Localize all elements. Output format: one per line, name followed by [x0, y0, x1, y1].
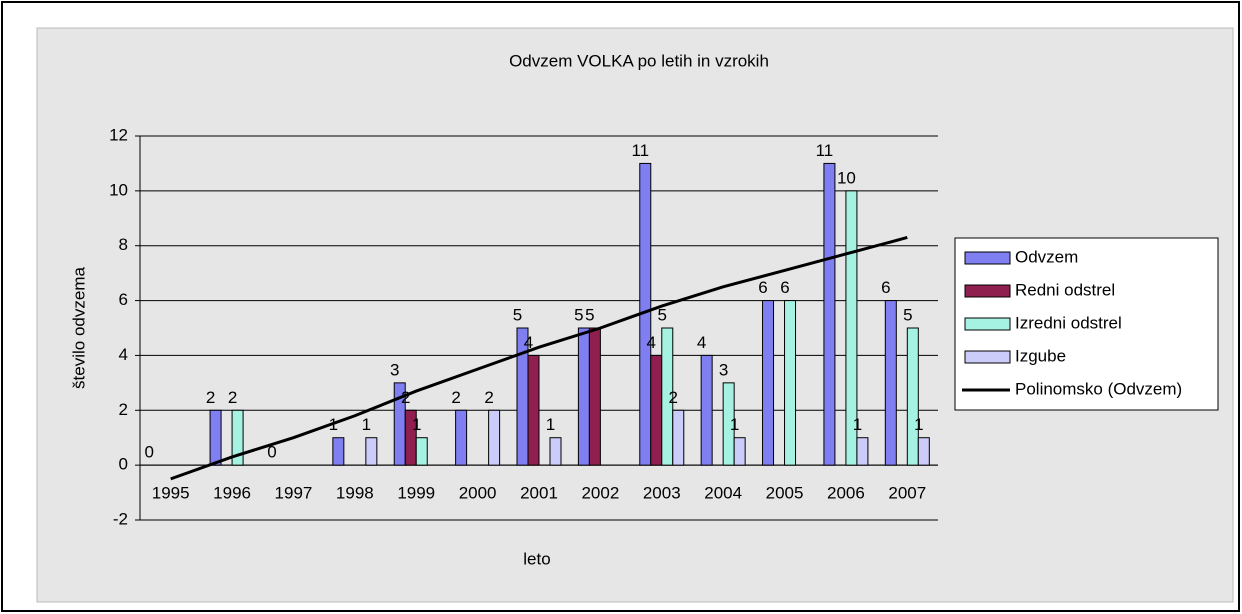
data-label: 0: [267, 443, 276, 462]
y-tick-label: -2: [113, 509, 128, 528]
data-label: 6: [881, 278, 890, 297]
bar: [762, 300, 775, 466]
bar: [415, 437, 428, 466]
bar: [588, 327, 601, 466]
x-tick-label: 2004: [704, 484, 742, 503]
data-label: 1: [546, 415, 555, 434]
legend-label: Izredni odstrel: [1015, 313, 1122, 332]
data-label: 1: [362, 415, 371, 434]
data-label: 0: [144, 443, 153, 462]
bar: [917, 437, 930, 466]
x-tick-label: 2006: [827, 484, 865, 503]
bar: [365, 437, 378, 466]
x-tick-label: 2005: [766, 484, 804, 503]
data-label: 2: [669, 388, 678, 407]
x-tick-label: 2003: [643, 484, 681, 503]
bar: [549, 437, 562, 466]
bar: [488, 409, 501, 466]
data-label: 4: [647, 333, 656, 352]
chart-title: Odvzem VOLKA po letih in vzrokih: [509, 51, 769, 70]
bar: [856, 437, 869, 466]
x-tick-label: 1998: [336, 484, 374, 503]
y-tick-label: 12: [109, 125, 128, 144]
bar: [733, 437, 746, 466]
legend-swatch: [964, 284, 1011, 298]
data-label: 5: [903, 305, 912, 324]
data-label: 1: [914, 415, 923, 434]
data-label: 1: [412, 415, 421, 434]
x-tick-label: 1995: [152, 484, 190, 503]
bar: [332, 437, 345, 466]
legend-label: Odvzem: [1015, 247, 1078, 266]
y-tick-label: 4: [119, 345, 128, 364]
data-label: 5: [574, 305, 583, 324]
data-label: 4: [697, 333, 706, 352]
legend-label: Redni odstrel: [1015, 280, 1115, 299]
x-tick-label: 1999: [397, 484, 435, 503]
y-axis-title: število odvzema: [69, 267, 88, 389]
bar: [650, 354, 663, 466]
bar: [231, 409, 244, 466]
bar: [527, 354, 540, 466]
data-label: 11: [631, 141, 649, 160]
data-label: 11: [816, 141, 834, 160]
y-tick-label: 8: [119, 235, 128, 254]
y-tick-label: 2: [119, 400, 128, 419]
x-tick-label: 1996: [213, 484, 251, 503]
data-label: 2: [484, 388, 493, 407]
bar: [906, 327, 919, 466]
data-label: 2: [228, 388, 237, 407]
x-tick-label: 2000: [459, 484, 497, 503]
x-tick-label: 2007: [888, 484, 926, 503]
bar: [722, 382, 735, 466]
data-label: 2: [206, 388, 215, 407]
bar: [784, 300, 797, 466]
x-tick-label: 2002: [581, 484, 619, 503]
data-label: 3: [390, 360, 399, 379]
bar: [455, 409, 468, 466]
data-label: 2: [451, 388, 460, 407]
data-label: 10: [837, 168, 856, 187]
data-label: 5: [513, 305, 522, 324]
data-label: 5: [658, 305, 667, 324]
trend-line: [170, 236, 908, 481]
y-tick-label: 10: [109, 180, 128, 199]
data-label: 6: [780, 278, 789, 297]
x-tick-label: 2001: [520, 484, 558, 503]
bar: [209, 409, 222, 466]
data-label: 2: [401, 388, 410, 407]
bar: [577, 327, 590, 466]
y-tick-label: 6: [119, 290, 128, 309]
bar: [661, 327, 674, 466]
data-label: 5: [585, 305, 594, 324]
legend-swatch: [964, 350, 1011, 364]
data-label: 4: [524, 333, 533, 352]
bar: [884, 300, 897, 466]
legend-label: Polinomsko (Odvzem): [1015, 379, 1182, 398]
data-label: 1: [730, 415, 739, 434]
data-label: 6: [758, 278, 767, 297]
data-label: 3: [719, 360, 728, 379]
bar: [672, 409, 685, 466]
x-axis-title: leto: [523, 549, 550, 568]
bar: [700, 354, 713, 466]
bar: [845, 190, 858, 466]
legend-label: Izgube: [1015, 346, 1066, 365]
y-tick-label: 0: [119, 455, 128, 474]
legend-swatch: [964, 251, 1011, 265]
bar: [823, 162, 836, 466]
x-tick-label: 1997: [275, 484, 313, 503]
data-label: 1: [853, 415, 862, 434]
legend-swatch: [964, 317, 1011, 331]
